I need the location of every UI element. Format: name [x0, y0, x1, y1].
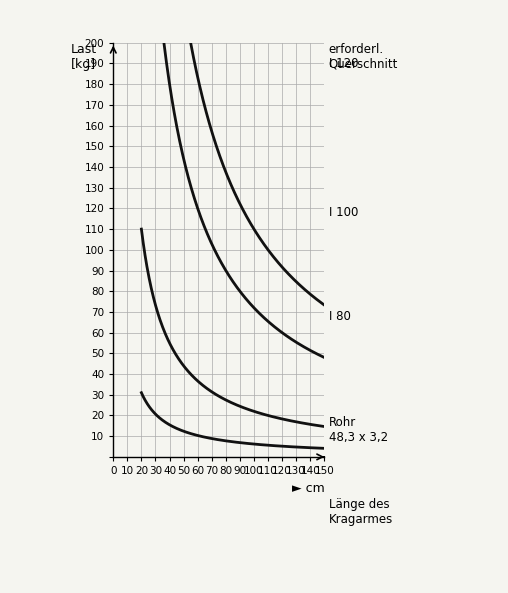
Text: ► cm: ► cm: [292, 482, 324, 495]
Text: I 100: I 100: [329, 206, 358, 219]
Text: Länge des
Kragarmes: Länge des Kragarmes: [329, 498, 393, 527]
Text: erforderl.
Querschnitt: erforderl. Querschnitt: [329, 43, 398, 71]
Text: I 80: I 80: [329, 310, 351, 323]
Y-axis label: Last
[kg]: Last [kg]: [70, 43, 97, 71]
Text: I 120: I 120: [329, 57, 358, 70]
Text: Rohr
48,3 x 3,2: Rohr 48,3 x 3,2: [329, 416, 388, 444]
